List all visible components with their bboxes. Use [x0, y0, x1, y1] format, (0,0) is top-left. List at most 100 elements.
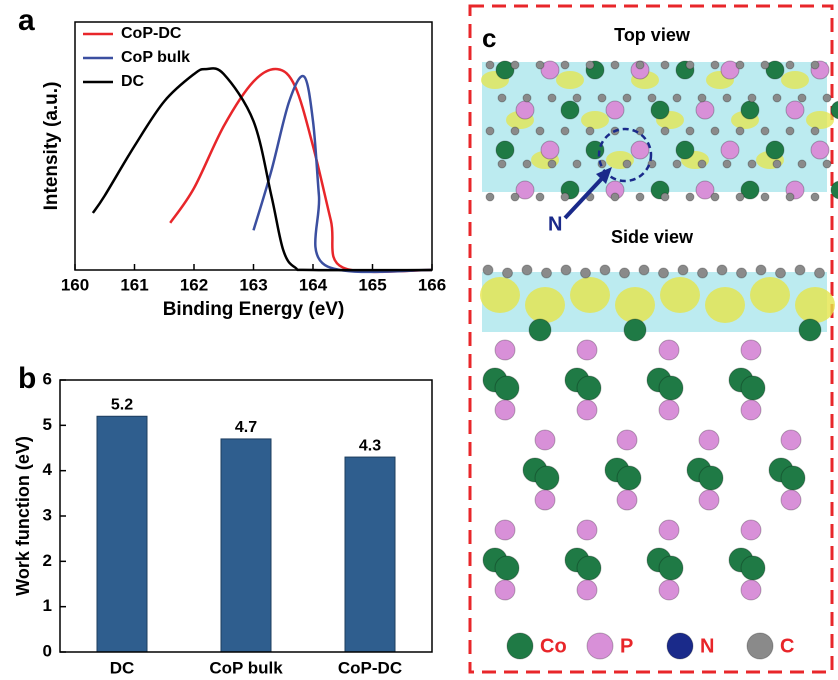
atom — [623, 160, 631, 168]
atom — [673, 94, 681, 102]
atom — [773, 160, 781, 168]
atom — [529, 319, 551, 341]
legend-label: DC — [121, 73, 145, 90]
atom — [577, 520, 597, 540]
y-axis-label: Work function (eV) — [13, 436, 33, 596]
atom — [536, 193, 544, 201]
charge-density — [806, 111, 834, 129]
bar — [221, 439, 271, 652]
atom — [741, 101, 759, 119]
y-tick-label: 6 — [43, 369, 52, 388]
legend-swatch — [747, 633, 773, 659]
atom — [686, 193, 694, 201]
atom — [536, 127, 544, 135]
atom — [748, 160, 756, 168]
atom — [577, 556, 601, 580]
atom — [781, 490, 801, 510]
atom — [561, 193, 569, 201]
y-tick-label: 1 — [43, 596, 52, 615]
value-label: 4.3 — [359, 437, 381, 454]
atom — [659, 580, 679, 600]
atom — [696, 101, 714, 119]
legend-swatch — [587, 633, 613, 659]
charge-density — [795, 287, 835, 323]
atom — [636, 61, 644, 69]
charge-density — [615, 287, 655, 323]
atom — [723, 160, 731, 168]
atom — [698, 160, 706, 168]
atom — [699, 466, 723, 490]
atom — [741, 376, 765, 400]
atom — [636, 193, 644, 201]
charge-density — [781, 71, 809, 89]
atom — [761, 193, 769, 201]
bar — [345, 457, 395, 652]
atom — [483, 265, 493, 275]
atom — [631, 141, 649, 159]
atom — [723, 94, 731, 102]
atom — [577, 400, 597, 420]
atom — [623, 94, 631, 102]
atom — [617, 466, 641, 490]
charge-density — [705, 287, 745, 323]
panel-label: c — [482, 23, 496, 53]
atom — [741, 400, 761, 420]
atom — [496, 141, 514, 159]
atom — [661, 127, 669, 135]
atom — [761, 127, 769, 135]
view-title: Top view — [614, 25, 691, 45]
atom — [711, 193, 719, 201]
atom — [766, 141, 784, 159]
atom — [611, 193, 619, 201]
atom — [586, 127, 594, 135]
value-label: 4.7 — [235, 419, 257, 436]
atom — [776, 268, 786, 278]
atom — [673, 160, 681, 168]
atom — [741, 520, 761, 540]
atom — [581, 268, 591, 278]
atom — [698, 94, 706, 102]
atom — [542, 268, 552, 278]
atom — [795, 265, 805, 275]
legend-label: CoP bulk — [121, 49, 190, 66]
y-tick-label: 2 — [43, 551, 52, 570]
atom — [523, 160, 531, 168]
atom — [659, 400, 679, 420]
atom — [737, 268, 747, 278]
charge-density — [525, 287, 565, 323]
atom — [511, 127, 519, 135]
atom — [535, 490, 555, 510]
line-series — [170, 69, 432, 272]
atom — [717, 265, 727, 275]
atom — [659, 520, 679, 540]
atom — [611, 61, 619, 69]
atom — [561, 101, 579, 119]
atom — [535, 466, 559, 490]
atom — [756, 265, 766, 275]
atom — [711, 61, 719, 69]
atom — [699, 430, 719, 450]
charge-density — [480, 277, 520, 313]
atom — [495, 340, 515, 360]
atom — [516, 101, 534, 119]
atom — [651, 101, 669, 119]
atom — [573, 94, 581, 102]
atom — [495, 376, 519, 400]
y-axis-label: Intensity (a.u.) — [41, 82, 62, 211]
legend-label: Co — [540, 635, 567, 657]
legend-label: P — [620, 635, 633, 657]
atom — [541, 141, 559, 159]
atom — [799, 319, 821, 341]
atom — [548, 94, 556, 102]
legend-swatch — [507, 633, 533, 659]
value-label: 5.2 — [111, 396, 133, 413]
atom — [586, 61, 594, 69]
atom — [823, 94, 831, 102]
x-tick-label: CoP bulk — [209, 658, 283, 677]
x-tick-label: 165 — [358, 275, 386, 294]
atom — [711, 127, 719, 135]
atom — [498, 160, 506, 168]
legend-label: C — [780, 635, 794, 657]
atom — [786, 127, 794, 135]
